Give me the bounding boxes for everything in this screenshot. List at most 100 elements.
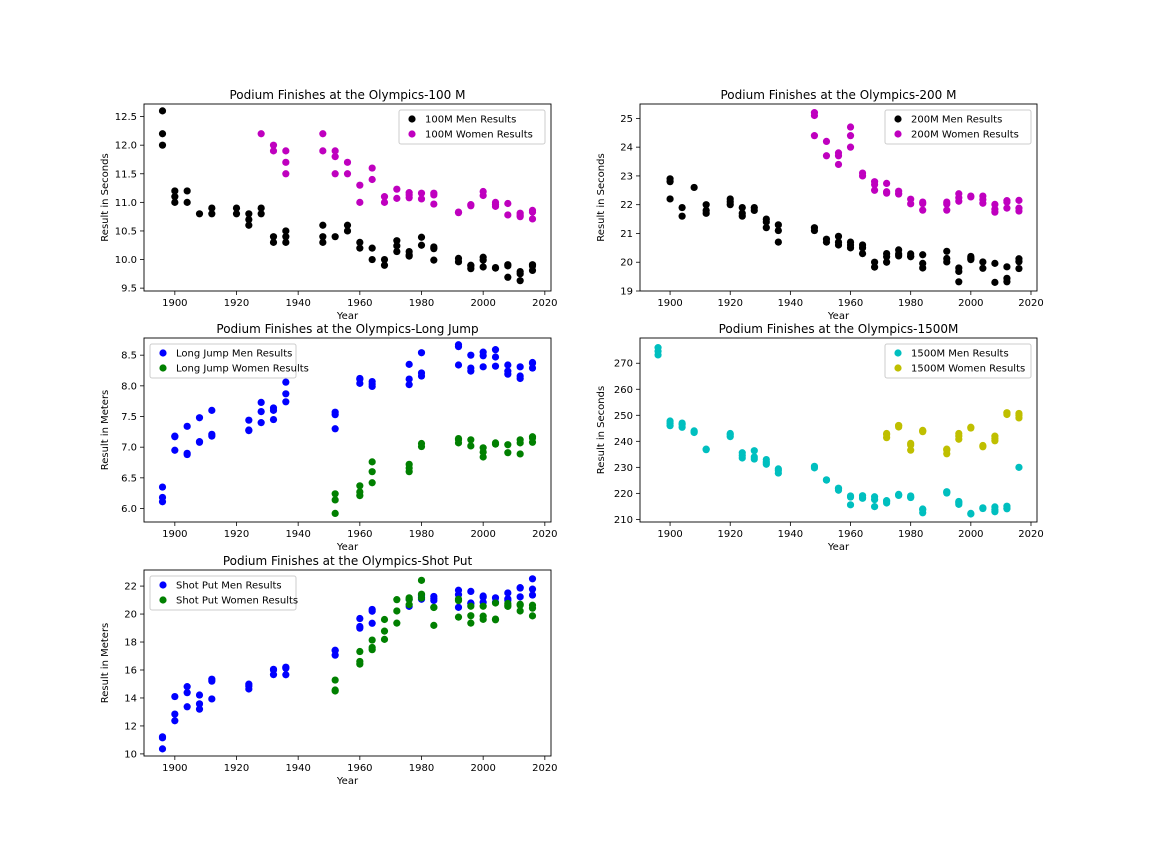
y-tick-label: 20 (124, 610, 137, 621)
data-point (1003, 274, 1011, 282)
data-point (245, 426, 253, 434)
data-point (516, 372, 524, 380)
data-point (368, 175, 376, 184)
data-point (1015, 463, 1023, 471)
data-point (528, 601, 537, 609)
data-point (430, 189, 438, 197)
data-point (356, 614, 364, 623)
data-point (269, 141, 278, 149)
data-point (979, 264, 987, 272)
data-point (158, 745, 167, 753)
data-point (919, 505, 927, 513)
data-point (1015, 409, 1023, 418)
data-point (907, 439, 915, 447)
y-tick-label: 7.0 (121, 443, 137, 454)
data-point (762, 224, 770, 232)
data-point (858, 250, 867, 258)
data-point (726, 195, 734, 203)
data-point (883, 258, 891, 266)
data-point (257, 130, 265, 138)
data-point (356, 482, 364, 490)
data-point (195, 414, 204, 422)
data-point (319, 130, 327, 138)
data-point (171, 446, 179, 454)
x-tick-label: 2020 (1018, 529, 1043, 540)
series-200m-women-results (810, 109, 1023, 216)
data-point (282, 147, 290, 155)
data-point (738, 449, 746, 457)
data-point (257, 408, 265, 416)
data-point (690, 427, 698, 435)
subplot-podium-finishes-at-the-olympics-1500m: 1900 1920 1940 1960 1980 2000 2020 210 220 230 240… (596, 322, 1044, 553)
data-point (967, 423, 975, 431)
y-tick-label: 7.5 (121, 412, 137, 423)
data-point (430, 200, 438, 208)
data-point (516, 436, 524, 444)
y-tick-label: 6.0 (121, 504, 137, 515)
x-tick-label: 2020 (532, 529, 557, 540)
y-tick-label: 25 (620, 114, 633, 125)
data-point (331, 646, 339, 654)
data-point (417, 590, 426, 598)
data-point (356, 244, 364, 252)
data-point (282, 227, 290, 235)
data-point (750, 447, 758, 455)
data-point (919, 426, 927, 434)
legend-marker (408, 130, 416, 138)
data-point (504, 199, 512, 208)
x-axis-label: Year (827, 311, 850, 322)
data-point (245, 416, 253, 424)
x-axis-label: Year (336, 776, 359, 787)
data-point (943, 254, 951, 263)
axes-frame (639, 337, 1038, 523)
data-point (245, 215, 253, 224)
data-point (417, 349, 426, 357)
y-tick-label: 6.5 (121, 473, 137, 484)
data-point (454, 595, 463, 603)
data-point (368, 636, 376, 644)
subplot-podium-finishes-at-the-olympics-100-m: 1900 1920 1940 1960 1980 2000 2020 9.5 10.0 10.5 1… (100, 88, 558, 322)
data-point (195, 691, 204, 699)
x-tick-label: 1920 (718, 298, 743, 309)
x-tick-label: 1940 (285, 529, 310, 540)
data-point (491, 362, 500, 370)
data-point (666, 417, 674, 425)
data-point (331, 153, 339, 161)
data-point (282, 378, 290, 386)
data-point (846, 501, 855, 509)
data-point (895, 490, 903, 499)
data-point (269, 665, 278, 673)
data-point (368, 479, 376, 487)
data-point (516, 450, 524, 458)
data-point (895, 421, 903, 430)
y-tick-label: 11.5 (115, 169, 137, 180)
data-point (183, 449, 191, 457)
legend-label: Long Jump Men Results (176, 349, 292, 360)
data-point (810, 462, 819, 470)
data-point (319, 221, 327, 229)
data-point (393, 247, 401, 256)
legend-label: 100M Women Results (425, 130, 533, 141)
y-tick-label: 12 (124, 721, 137, 732)
y-tick-label: 10.5 (115, 226, 137, 237)
chart-title: Podium Finishes at the Olympics-Shot Put (223, 554, 473, 568)
legend-label: 1500M Women Results (911, 364, 1025, 375)
data-point (528, 206, 537, 214)
data-point (943, 206, 951, 214)
data-point (282, 238, 290, 246)
legend-frame (149, 575, 297, 611)
data-point (955, 429, 963, 438)
series-100m-women-results (257, 130, 537, 223)
axes-frame (143, 337, 552, 523)
data-point (870, 493, 879, 501)
data-point (491, 353, 500, 361)
data-point (368, 458, 376, 466)
data-point (479, 444, 487, 452)
data-point (343, 221, 352, 229)
y-tick-label: 230 (614, 463, 633, 474)
data-point (417, 241, 426, 249)
data-point (491, 346, 500, 354)
data-point (834, 149, 843, 157)
data-point (967, 252, 975, 261)
